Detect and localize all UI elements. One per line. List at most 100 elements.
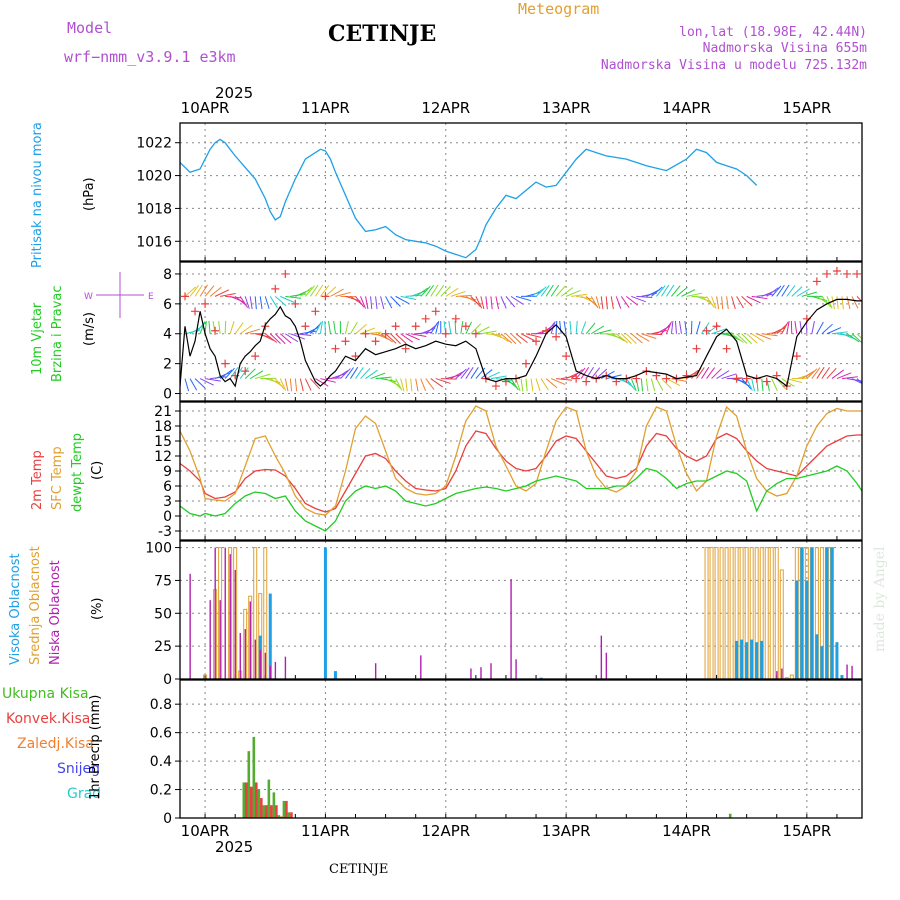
wind-arrow [234,322,244,335]
wind-arrow [631,295,646,303]
gust-marker [762,377,771,386]
y-tick-label: 2 [163,357,172,373]
panel-frame [179,261,863,402]
wind-arrow [806,368,818,379]
wind-arrow [600,370,615,380]
cloud-high-bar [820,646,824,679]
gust-marker [441,329,450,338]
wind-arrow [229,321,235,334]
wind-arrow [756,333,772,340]
wind-arrow [480,330,497,335]
day-label-bottom: 12APR [421,822,470,840]
gust-marker [532,337,541,346]
wind-arrow [370,296,373,310]
wind-arrow [661,322,672,335]
cloud-low-bar [239,633,241,679]
wind-arrow [455,368,467,379]
panel-pressure [175,122,863,262]
wind-arrow [645,378,649,392]
wind-arrow [239,324,253,335]
precip-bar-ukupna-kisa [262,805,266,818]
cloud-mid-bar [709,547,714,679]
wind-arrow [821,367,831,379]
wind-arrow [214,289,230,297]
wind-arrow [641,333,657,339]
precip-bar-konvek-kisa [275,805,278,818]
cloud-low-bar [264,652,267,679]
wind-arrow [821,323,833,335]
wind-arrow [395,295,410,304]
wind-arrow [249,296,253,310]
wind-arrow [280,295,295,303]
cloud-mid-bar [714,547,719,679]
wind-arrow [460,320,464,334]
wind-arrow [565,289,581,297]
wind-arrow [520,333,535,342]
wind-arrow [656,285,666,297]
wind-arrow [550,284,560,297]
wind-arrow [781,284,790,297]
wind-arrow [245,328,261,335]
gust-marker [251,352,260,361]
wind-arrow [400,378,405,392]
wind-arrow [390,333,401,345]
cloud-high-bar [735,640,739,679]
wind-arrow [636,295,653,298]
precip-bar-konvek-kisa [260,798,263,818]
wind-arrow [395,378,403,391]
cloud-mid-bar [769,547,774,679]
cloud-high-bar [800,547,804,679]
y-tick-label: 9 [163,464,172,480]
wind-arrow [676,286,688,297]
wind-arrow [244,368,256,379]
wind-arrow [430,321,439,335]
wind-arrow [345,367,354,379]
wind-arrow [630,378,637,391]
precip-bar-konvek-kisa [265,805,268,818]
wind-arrow [731,333,744,343]
wind-arrow [540,378,549,391]
wind-arrow [244,296,250,309]
wind-arrow [218,320,221,334]
y-tick-label: 0 [163,672,172,688]
wind-arrow [333,320,336,334]
wind-arrow [255,373,271,380]
wind-arrow [530,378,534,392]
wind-legend-w: W [84,292,93,302]
panel-frame [179,122,863,262]
panel-wind [175,261,863,402]
wind-arrow [454,320,457,334]
wind-arrow [420,327,436,335]
wind-arrow [204,378,221,382]
wind-arrow [595,296,601,309]
wind-arrow [470,367,479,379]
gust-marker [582,377,591,386]
gust-marker [461,322,470,331]
wind-arrow [811,321,815,334]
wind-arrow [746,295,761,304]
wind-arrow [590,367,601,379]
wind-arrow [365,296,369,310]
gust-marker [421,314,430,323]
wind-arrow [651,286,663,297]
wind-arrow [184,286,197,297]
wind-arrow [420,285,431,297]
wind-arrow [360,296,366,309]
cloud-low-bar [490,663,492,679]
wind-arrow [801,291,818,297]
day-label-top: 15APR [782,99,831,117]
wind-arrow [616,378,632,384]
wind-arrow [285,333,299,343]
wind-arrow [269,296,278,309]
wind-arrow [625,378,635,390]
wind-arrow [585,366,594,379]
wind-arrow [821,296,832,308]
gust-marker [311,307,320,316]
wind-arrow [355,296,365,308]
y-tick-label: 1022 [136,136,172,152]
y-tick-label: 0 [163,811,172,827]
wind-arrow [455,295,472,297]
wind-arrow [344,321,349,334]
wind-arrow [335,370,349,380]
wind-arrow [385,296,393,309]
